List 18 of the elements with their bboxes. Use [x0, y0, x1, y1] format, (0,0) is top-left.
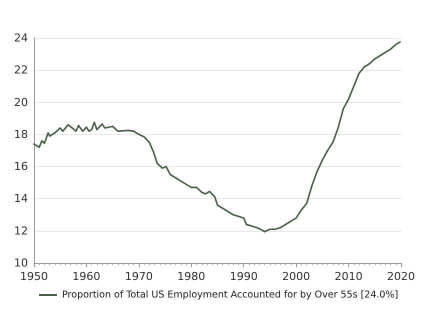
x-tick-label: 1950 — [20, 270, 48, 283]
x-tick-label: 1980 — [177, 270, 206, 283]
x-tick-label: 2010 — [334, 270, 363, 283]
x-tick-label: 1970 — [124, 270, 153, 283]
y-tick-label: 14 — [14, 192, 28, 206]
x-tick-label: 1990 — [230, 270, 258, 283]
y-tick-label: 16 — [14, 160, 28, 174]
y-tick-label: 24 — [14, 32, 28, 44]
y-tick-label: 22 — [14, 64, 28, 77]
y-tick-label: 20 — [14, 96, 28, 109]
y-tick-label: 18 — [14, 128, 28, 141]
y-tick-label: 12 — [14, 224, 28, 238]
x-tick-label: 2000 — [282, 270, 310, 283]
legend-label: Proportion of Total US Employment Accounted for by Over 55s [24.0%] — [62, 290, 398, 300]
line-series — [33, 41, 401, 232]
x-tick-label: 2020 — [387, 270, 415, 283]
x-tick-label: 1960 — [72, 270, 100, 283]
y-tick-label: 10 — [14, 256, 28, 270]
